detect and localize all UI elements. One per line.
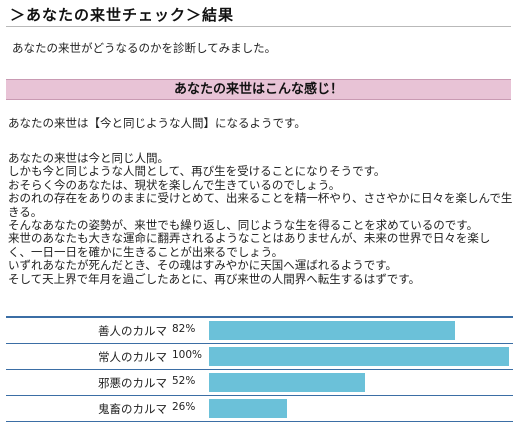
- karma-bar: [209, 321, 455, 340]
- description-line: いずれあなたが死んだとき、その魂はすみやかに天国へ運ばれるようです。: [8, 258, 398, 273]
- result-description: あなたの来世は今と同じ人間。 しかも今と同じような人間として、再び生を受けること…: [8, 151, 513, 286]
- description-line: そんなあなたの姿勢が、来世でも繰り返し、同じような生を得ることを求めているのです…: [8, 218, 479, 233]
- page-title: ＞あなたの来世チェック＞結果: [10, 6, 235, 24]
- karma-bar: [209, 399, 287, 418]
- karma-row: 常人のカルマ 100%: [6, 344, 513, 370]
- karma-row: 善人のカルマ 82%: [6, 318, 513, 344]
- karma-percent: 100%: [172, 349, 203, 361]
- title-divider: [6, 26, 511, 27]
- karma-percent: 26%: [172, 401, 196, 413]
- karma-bar: [209, 347, 509, 366]
- karma-label: 常人のカルマ: [98, 350, 167, 364]
- karma-row: 鬼畜のカルマ 26%: [6, 396, 513, 422]
- intro-text: あなたの来世がどうなるのかを診断してみました。: [12, 41, 277, 55]
- description-line: しかも今と同じような人間として、再び生を受けることになりそうです。: [8, 164, 386, 179]
- result-banner: あなたの来世はこんな感じ！: [6, 79, 511, 100]
- karma-table: 善人のカルマ 82% 常人のカルマ 100% 邪悪のカルマ 52% 鬼畜のカルマ…: [6, 316, 513, 422]
- karma-bar: [209, 373, 365, 392]
- description-line: おのれの存在をありのままに受けとめて、出来ることを精一杯やり、ささやかに日々を楽…: [8, 191, 513, 219]
- karma-label: 邪悪のカルマ: [98, 376, 167, 390]
- result-summary: あなたの来世は【今と同じような人間】になるようです。: [8, 116, 306, 130]
- description-line: あなたの来世は今と同じ人間。: [8, 151, 169, 165]
- karma-percent: 82%: [172, 323, 196, 335]
- karma-row: 邪悪のカルマ 52%: [6, 370, 513, 396]
- karma-label: 鬼畜のカルマ: [98, 402, 167, 416]
- description-line: そして天上界で年月を過ごしたあとに、再び来世の人間界へ転生するはずです。: [8, 271, 421, 286]
- description-line: おそらく今のあなたは、現状を楽しんで生きているのでしょう。: [8, 177, 341, 192]
- karma-percent: 52%: [172, 375, 196, 387]
- description-line: 来世のあなたも大きな運命に翻弄されるようなことはありませんが、未来の世界で日々を…: [8, 231, 491, 259]
- karma-label: 善人のカルマ: [98, 324, 167, 338]
